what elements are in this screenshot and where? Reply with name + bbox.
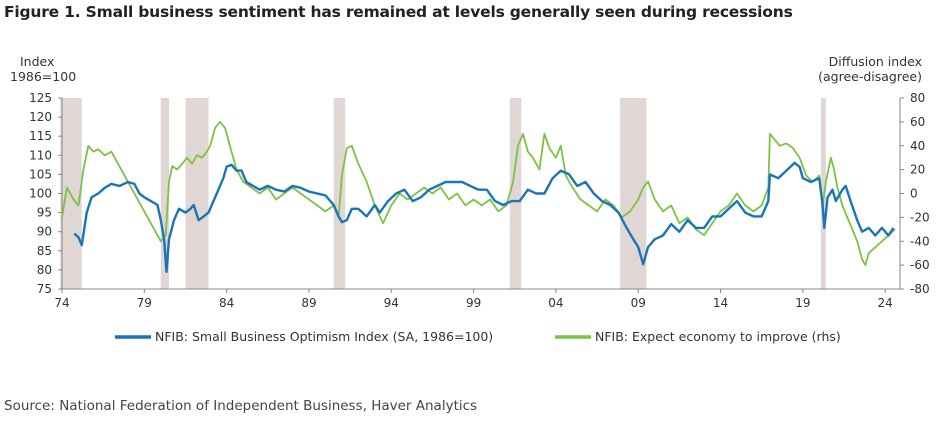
left-tick-label-110: 110 xyxy=(29,148,52,162)
left-tick-label-95: 95 xyxy=(37,206,52,220)
right-tick-label-6: 40 xyxy=(910,139,925,153)
right-tick-label-0: -80 xyxy=(910,282,930,296)
x-tick-label-74: 74 xyxy=(54,296,69,310)
right-tick-label-4: 0 xyxy=(910,187,918,201)
series-layer xyxy=(61,121,896,273)
recession-shading-layer xyxy=(60,98,826,289)
x-tick-label-24: 24 xyxy=(878,296,893,310)
x-tick-label-19: 19 xyxy=(795,296,810,310)
left-tick-label-100: 100 xyxy=(29,187,52,201)
right-tick-label-2: -40 xyxy=(910,234,930,248)
left-tick-label-90: 90 xyxy=(37,225,52,239)
left-tick-label-125: 125 xyxy=(29,91,52,105)
x-tick-label-84: 84 xyxy=(219,296,234,310)
left-tick-label-85: 85 xyxy=(37,244,52,258)
legend: NFIB: Small Business Optimism Index (SA,… xyxy=(115,329,841,344)
right-axis-label-line-1: (agree-disagree) xyxy=(818,69,922,84)
right-tick-label-3: -20 xyxy=(910,210,930,224)
recession-band-2 xyxy=(185,98,209,289)
left-axis-label-line-0: Index xyxy=(20,54,54,69)
x-tick-label-99: 99 xyxy=(466,296,481,310)
x-tick-label-89: 89 xyxy=(301,296,316,310)
right-tick-label-5: 20 xyxy=(910,163,925,177)
right-tick-label-8: 80 xyxy=(910,91,925,105)
legend-item-optimism-label: NFIB: Small Business Optimism Index (SA,… xyxy=(155,329,493,344)
source-note: Source: National Federation of Independe… xyxy=(4,398,478,414)
left-tick-label-75: 75 xyxy=(37,282,52,296)
expect-economy-line xyxy=(61,121,896,266)
right-tick-label-7: 60 xyxy=(910,115,925,129)
left-axis-label-line-1: 1986=100 xyxy=(10,69,76,84)
chart-title: Figure 1. Small business sentiment has r… xyxy=(4,3,793,21)
left-tick-label-105: 105 xyxy=(29,167,52,181)
recession-band-1 xyxy=(160,98,170,289)
axes-layer: 75 80 85 90 95 100 105 110 115 120 125 -80 -60 -40 -20… xyxy=(29,91,930,310)
right-axis-label-line-0: Diffusion index xyxy=(829,54,922,69)
x-tick-label-04: 04 xyxy=(548,296,563,310)
recession-band-3 xyxy=(333,98,346,289)
x-tick-label-79: 79 xyxy=(137,296,152,310)
left-tick-label-120: 120 xyxy=(29,110,52,124)
x-tick-label-09: 09 xyxy=(631,296,646,310)
x-tick-label-14: 14 xyxy=(713,296,728,310)
optimism-index-line xyxy=(73,161,895,273)
left-tick-label-115: 115 xyxy=(29,129,52,143)
right-tick-label-1: -60 xyxy=(910,258,930,272)
legend-item-expect-economy-label: NFIB: Expect economy to improve (rhs) xyxy=(595,329,841,344)
left-tick-label-80: 80 xyxy=(37,263,52,277)
x-tick-label-94: 94 xyxy=(384,296,399,310)
recession-band-4 xyxy=(509,98,522,289)
